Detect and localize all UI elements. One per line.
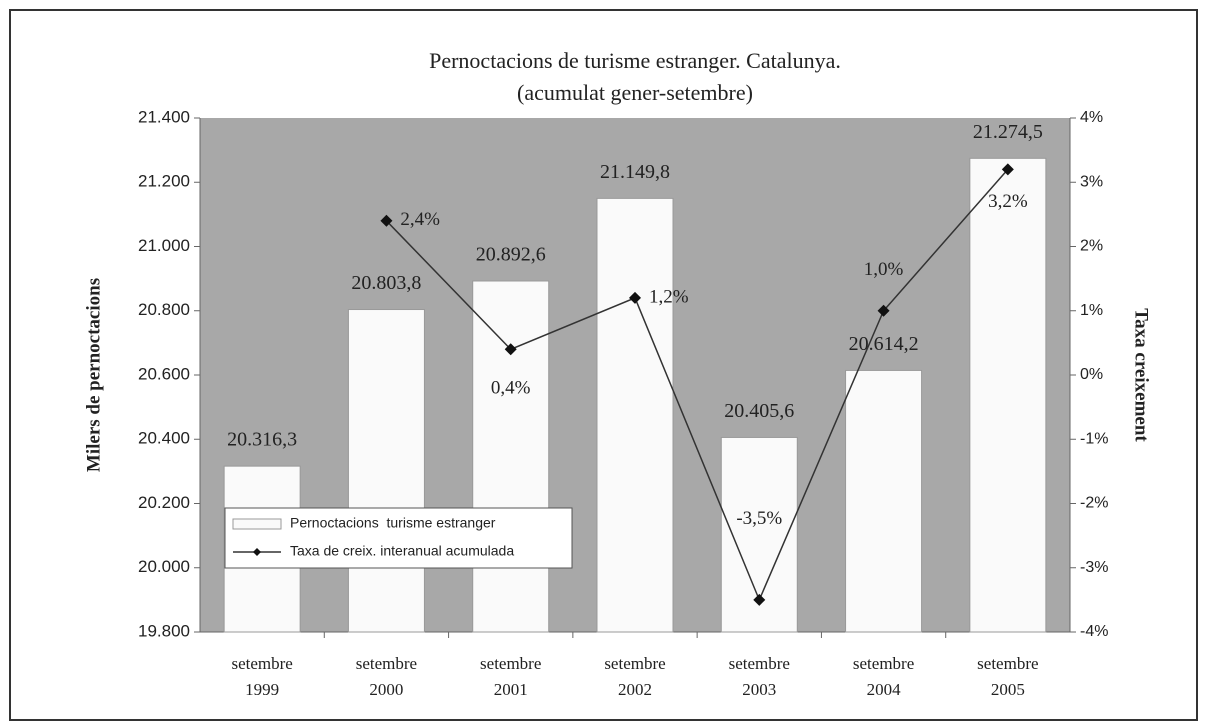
x-tick-label: setembre (977, 654, 1038, 673)
x-tick-label: setembre (604, 654, 665, 673)
line-value-label: 1,2% (649, 286, 689, 307)
bar-value-label: 20.614,2 (849, 333, 919, 355)
y2-tick-label: 3% (1080, 173, 1103, 190)
bar (969, 157, 1047, 633)
x-tick-label: setembre (729, 654, 790, 673)
x-tick-label: 2000 (369, 680, 403, 699)
line-value-label: 1,0% (864, 259, 904, 280)
line-marker (629, 291, 641, 304)
bar (347, 309, 425, 633)
x-tick-label: setembre (480, 654, 541, 673)
bar-value-label: 21.274,5 (973, 121, 1043, 143)
bar-value-label: 20.892,6 (476, 244, 546, 266)
y-tick-label: 19.800 (138, 621, 190, 640)
y-tick-label: 21.400 (138, 107, 190, 126)
bar-value-label: 20.316,3 (227, 429, 297, 451)
y-tick-label: 20.000 (138, 557, 190, 576)
legend-swatch (232, 518, 282, 530)
x-tick-label: 1999 (245, 680, 279, 699)
x-tick-label: 2001 (494, 680, 528, 699)
line-marker (1001, 163, 1014, 176)
bar-value-label: 20.803,8 (351, 272, 421, 294)
y-tick-label: 20.600 (138, 364, 190, 383)
x-tick-label: 2004 (867, 680, 902, 699)
line (385, 168, 1009, 602)
y2-tick-label: 4% (1080, 109, 1103, 126)
line-marker (380, 214, 393, 227)
bar (596, 197, 674, 633)
chart-subtitle: (acumulat gener-setembre) (517, 80, 753, 105)
line-value-label: 2,4% (400, 209, 440, 230)
line-value-label: 0,4% (491, 378, 531, 399)
line-value-label: -3,5% (736, 508, 782, 529)
y-tick-label: 20.200 (138, 493, 190, 512)
line-marker (504, 343, 517, 356)
legend-marker (253, 548, 261, 556)
y2-tick-label: 1% (1080, 302, 1103, 319)
x-tick-label: setembre (853, 654, 914, 673)
x-tick-label: 2002 (618, 680, 652, 699)
bar-value-label: 21.149,8 (600, 161, 670, 183)
bar-value-label: 20.405,6 (724, 400, 794, 422)
y2-tick-label: 2% (1080, 238, 1103, 255)
bar (845, 369, 923, 633)
y2-tick-label: -3% (1080, 559, 1108, 576)
line-marker (753, 593, 766, 606)
x-tick-label: setembre (356, 654, 417, 673)
y-tick-label: 20.800 (138, 300, 190, 319)
y2-tick-label: 0% (1080, 366, 1103, 383)
y-tick-label: 20.400 (138, 429, 190, 448)
legend-label: Pernoctacions turisme estranger (290, 515, 496, 531)
bar (472, 280, 550, 633)
chart-title: Pernoctacions de turisme estranger. Cata… (429, 48, 841, 73)
y2-tick-label: -2% (1080, 495, 1108, 512)
y-tick-label: 21.200 (138, 172, 190, 191)
y2-tick-label: -1% (1080, 430, 1108, 447)
x-tick-label: 2003 (742, 680, 776, 699)
y2-axis-label: Taxa creixement (1131, 308, 1152, 442)
x-tick-label: 2005 (991, 680, 1025, 699)
y-axis-label: Milers de pernoctacions (83, 278, 104, 472)
y-tick-label: 21.000 (138, 236, 190, 255)
line-marker (877, 304, 890, 317)
x-tick-label: setembre (231, 654, 292, 673)
legend-box (224, 507, 573, 569)
line-value-label: 3,2% (988, 191, 1028, 212)
y2-tick-label: -4% (1080, 623, 1108, 640)
legend-label: Taxa de creix. interanual acumulada (290, 543, 514, 559)
